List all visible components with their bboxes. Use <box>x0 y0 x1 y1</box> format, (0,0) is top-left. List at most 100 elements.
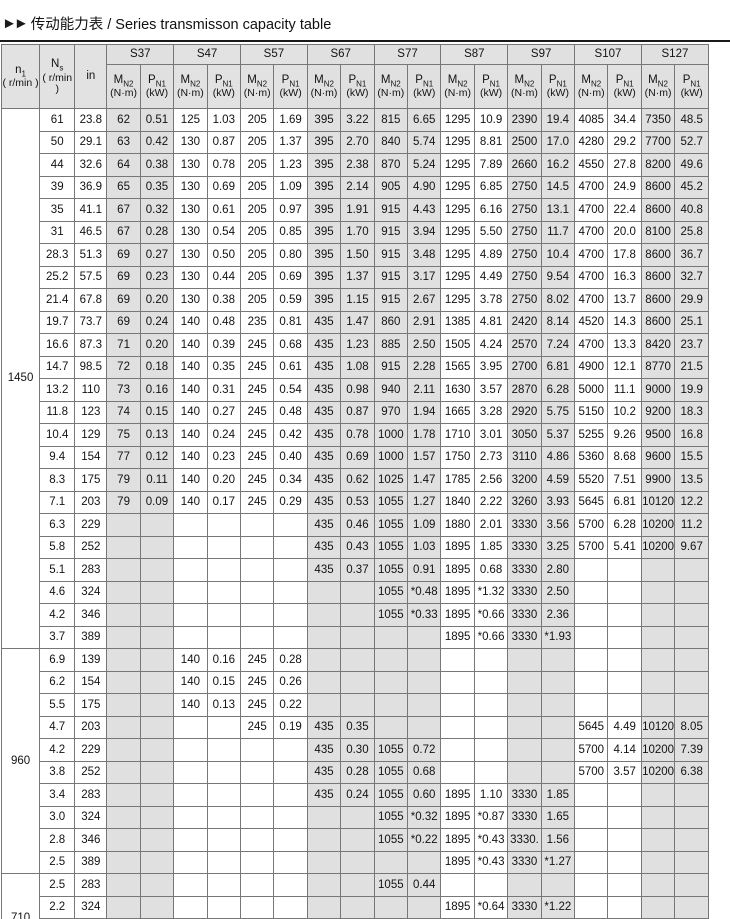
power-cell-s67: 1.15 <box>340 288 375 312</box>
power-cell-s77: *0.33 <box>407 603 442 627</box>
torque-cell-s87: 1295 <box>440 153 475 177</box>
torque-cell-s107: 4520 <box>574 310 609 334</box>
ratio-cell: 346 <box>74 603 108 627</box>
table-row: 960 6.9 139 140 0.16 245 0.28 <box>0 648 709 874</box>
torque-cell-s37: 74 <box>106 400 141 424</box>
torque-cell-s127: 9900 <box>640 468 676 492</box>
power-cell-s47 <box>206 715 242 739</box>
torque-cell-s77: 870 <box>373 153 409 177</box>
torque-cell-s127 <box>640 873 676 897</box>
power-cell-s107 <box>607 828 642 852</box>
subheader-s127-pn1: PN1 (kW) <box>674 64 709 109</box>
power-cell-s97: 16.2 <box>540 153 576 177</box>
power-cell-s97: *1.93 <box>540 625 576 649</box>
torque-cell-s67: 395 <box>306 175 342 199</box>
torque-cell-s87 <box>440 738 475 762</box>
torque-cell-s87: 1895 <box>440 895 475 919</box>
power-cell-s67: 0.37 <box>340 558 375 582</box>
table-row: 3.4 283 435 0.24 1055 0.60 1895 1.10 3330 1.85 <box>2 783 709 807</box>
torque-cell-s77: 1055 <box>373 738 409 762</box>
subheader-s97-pn1: PN1 (kW) <box>540 64 576 109</box>
power-cell-s37 <box>139 648 175 672</box>
table-row: 710 2.5 283 1055 0.44 <box>0 873 709 919</box>
power-cell-s87: 3.57 <box>473 378 509 402</box>
torque-cell-s47 <box>173 738 208 762</box>
torque-cell-s47 <box>173 715 208 739</box>
power-cell-s57 <box>273 828 308 852</box>
power-cell-s77 <box>407 715 442 739</box>
torque-cell-s127: 8200 <box>640 153 676 177</box>
table-row: 6.2 154 140 0.15 245 0.26 <box>2 670 709 694</box>
table-row: 4.2 346 1055 *0.33 1895 *0.66 3330 2.36 <box>2 603 709 627</box>
torque-cell-s87: 1750 <box>440 445 475 469</box>
power-cell-s47: 0.35 <box>206 355 242 379</box>
power-cell-s97: 1.65 <box>540 805 576 829</box>
torque-cell-s127 <box>640 625 676 649</box>
power-cell-s37: 0.18 <box>139 355 175 379</box>
torque-cell-s97: 3050 <box>507 423 542 447</box>
output-speed-cell: 4.2 <box>39 738 76 762</box>
torque-cell-s67: 435 <box>306 423 342 447</box>
output-speed-cell: 8.3 <box>39 468 76 492</box>
subheader-s57-mn2: MN2 (N·m) <box>239 64 275 109</box>
power-cell-s107: 14.3 <box>607 310 642 334</box>
output-speed-cell: 3.0 <box>39 805 76 829</box>
power-cell-s97: 1.56 <box>540 828 576 852</box>
power-cell-s97: 4.86 <box>540 445 576 469</box>
torque-cell-s37 <box>106 625 141 649</box>
table-row: 21.4 67.8 69 0.20 130 0.38 205 0.59 395 1.15 915 2.… <box>2 288 709 312</box>
power-cell-s97: 11.7 <box>540 220 576 244</box>
torque-cell-s97 <box>507 693 542 717</box>
torque-cell-s107: 5255 <box>574 423 609 447</box>
power-cell-s57: 1.69 <box>273 108 308 132</box>
ratio-cell: 154 <box>74 670 108 694</box>
power-cell-s67 <box>340 850 375 874</box>
torque-cell-s67 <box>306 805 342 829</box>
power-cell-s97 <box>540 760 576 784</box>
power-cell-s97: *1.22 <box>540 895 576 919</box>
torque-cell-s87: 1710 <box>440 423 475 447</box>
power-cell-s47: 0.20 <box>206 468 242 492</box>
torque-cell-s57: 245 <box>239 400 275 424</box>
torque-cell-s107: 5645 <box>574 715 609 739</box>
power-cell-s97: 10.4 <box>540 243 576 267</box>
power-cell-s37: 0.12 <box>139 445 175 469</box>
torque-cell-s97 <box>507 648 542 672</box>
output-speed-cell: 4.7 <box>39 715 76 739</box>
subheader-s67-pn1: PN1 (kW) <box>340 64 375 109</box>
torque-cell-s77: 915 <box>373 243 409 267</box>
torque-cell-s57: 205 <box>239 198 275 222</box>
torque-cell-s107: 4280 <box>574 130 609 154</box>
torque-cell-s87: 1880 <box>440 513 475 537</box>
torque-cell-s67 <box>306 603 342 627</box>
torque-cell-s87 <box>440 760 475 784</box>
torque-cell-s57: 245 <box>239 423 275 447</box>
power-cell-s107: 29.2 <box>607 130 642 154</box>
torque-cell-s127: 10120 <box>640 490 676 514</box>
torque-cell-s37: 62 <box>106 108 141 132</box>
table-row: 5.1 283 435 0.37 1055 0.91 1895 0.68 3330 2.80 <box>2 558 709 582</box>
ratio-cell: 46.5 <box>74 220 108 244</box>
torque-cell-s127: 10200 <box>640 513 676 537</box>
power-cell-s37 <box>139 670 175 694</box>
power-cell-s87 <box>473 873 509 897</box>
output-speed-cell: 21.4 <box>39 288 76 312</box>
subheader-s97-mn2: MN2 (N·m) <box>507 64 542 109</box>
torque-cell-s47 <box>173 603 208 627</box>
torque-cell-s47: 140 <box>173 490 208 514</box>
torque-cell-s47: 140 <box>173 378 208 402</box>
power-cell-s97: 2.50 <box>540 580 576 604</box>
torque-cell-s107 <box>574 783 609 807</box>
torque-cell-s37: 79 <box>106 468 141 492</box>
power-cell-s67: 0.78 <box>340 423 375 447</box>
power-cell-s97: 1.85 <box>540 783 576 807</box>
torque-cell-s87: 1505 <box>440 333 475 357</box>
torque-cell-s67 <box>306 693 342 717</box>
torque-cell-s97: 2660 <box>507 153 542 177</box>
ratio-cell: 87.3 <box>74 333 108 357</box>
ratio-cell: 203 <box>74 490 108 514</box>
power-cell-s77: 2.91 <box>407 310 442 334</box>
header-ns: Ns( r/min ) <box>39 44 76 109</box>
power-cell-s107: 24.9 <box>607 175 642 199</box>
